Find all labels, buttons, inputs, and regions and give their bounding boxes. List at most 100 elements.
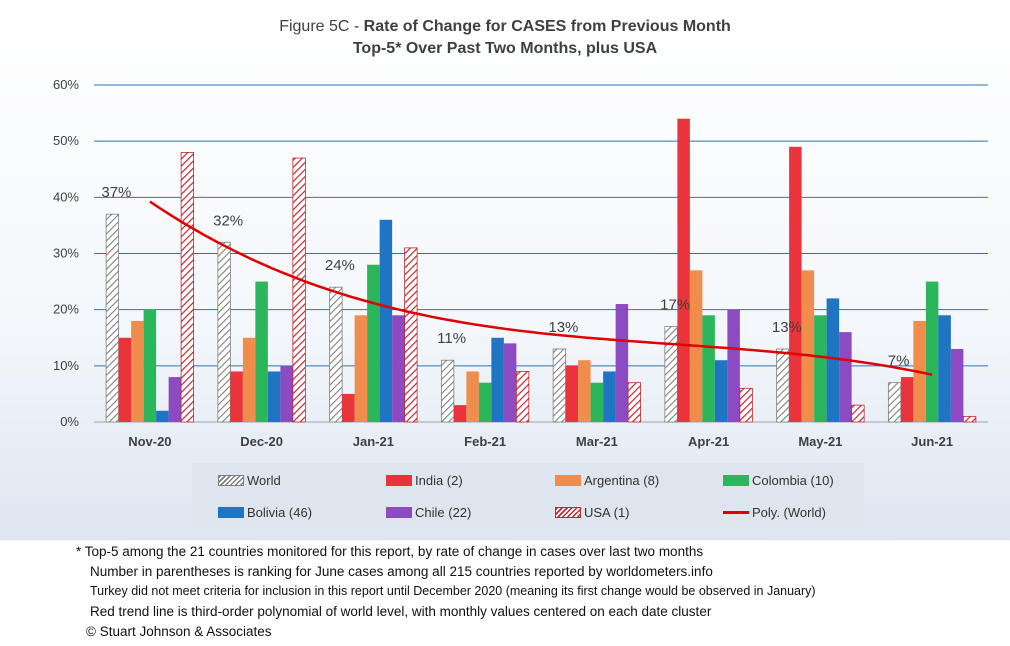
bar-bolivia bbox=[156, 410, 169, 422]
legend-item-colombia: Colombia (10) bbox=[723, 473, 834, 488]
bar-argentina bbox=[354, 315, 368, 422]
x-tick-label: Jan-21 bbox=[353, 434, 394, 449]
bar-colombia bbox=[143, 309, 157, 422]
footnote-2: Number in parentheses is ranking for Jun… bbox=[90, 564, 713, 579]
bar-chile bbox=[839, 332, 852, 422]
x-tick-label: Mar-21 bbox=[576, 434, 618, 449]
bar-argentina bbox=[131, 320, 144, 422]
legend-item-argentina: Argentina (8) bbox=[555, 473, 659, 488]
bar-world bbox=[887, 382, 902, 423]
bar-colombia bbox=[702, 315, 715, 422]
bar-colombia bbox=[925, 281, 939, 422]
bar-usa bbox=[515, 371, 530, 423]
bar-chile bbox=[950, 348, 964, 422]
y-axis: 0% 10% 20% 30% 40% 50% 60% bbox=[53, 77, 79, 429]
bar-chile bbox=[615, 304, 629, 422]
bar-usa bbox=[627, 382, 642, 423]
data-labels: 37% 32% 24% 11% 13% 17% 13% 7% bbox=[101, 184, 909, 369]
legend-swatch-argentina bbox=[555, 475, 581, 486]
bar-usa bbox=[739, 387, 753, 423]
bar-world bbox=[329, 286, 343, 423]
data-label: 13% bbox=[548, 319, 578, 336]
bar-chile bbox=[280, 365, 293, 422]
footnote-5: © Stuart Johnson & Associates bbox=[86, 624, 272, 639]
y-tick-label: 50% bbox=[53, 133, 79, 148]
bar-colombia bbox=[814, 315, 827, 422]
legend-label-bolivia: Bolivia (46) bbox=[247, 505, 313, 520]
legend-label-chile: Chile (22) bbox=[415, 505, 472, 520]
bar-colombia bbox=[590, 382, 604, 422]
data-label: 32% bbox=[213, 212, 243, 229]
bar-india bbox=[900, 377, 914, 422]
chart-plot: 0% 10% 20% 30% 40% 50% 60% Nov-20 Dec-20 Jan-21 F… bbox=[53, 77, 988, 449]
legend-item-india: India (2) bbox=[386, 473, 463, 488]
legend-swatch-india bbox=[386, 475, 412, 486]
data-label: 17% bbox=[660, 297, 690, 314]
legend-swatch-bolivia bbox=[218, 507, 244, 518]
trendline bbox=[149, 200, 933, 376]
legend-label-argentina: Argentina (8) bbox=[584, 473, 660, 488]
bar-india bbox=[565, 365, 579, 422]
bar-usa bbox=[851, 404, 865, 423]
bar-world bbox=[776, 348, 790, 423]
bar-chile bbox=[503, 343, 517, 422]
bar-argentina bbox=[242, 337, 256, 422]
bar-india bbox=[453, 405, 467, 422]
y-tick-label: 20% bbox=[53, 302, 79, 317]
legend-swatch-chile bbox=[386, 507, 412, 518]
bar-india bbox=[677, 118, 690, 422]
bar-usa bbox=[404, 247, 418, 423]
bar-argentina bbox=[801, 270, 815, 422]
bar-chile bbox=[727, 309, 740, 422]
bar-india bbox=[118, 337, 132, 422]
chart-title: Figure 5C - Rate of Change for CASES fro… bbox=[279, 18, 731, 35]
bar-bolivia bbox=[826, 298, 840, 422]
legend-swatch-trendline bbox=[723, 511, 749, 514]
bar-argentina bbox=[578, 360, 591, 422]
bar-colombia bbox=[478, 382, 492, 422]
bar-world bbox=[440, 359, 455, 423]
bar-world bbox=[552, 348, 567, 423]
bar-usa bbox=[962, 415, 977, 423]
x-tick-label: Jun-21 bbox=[911, 434, 953, 449]
bar-usa bbox=[292, 157, 306, 423]
y-tick-label: 60% bbox=[53, 77, 79, 92]
bar-colombia bbox=[255, 281, 268, 422]
footnote-1: * Top-5 among the 21 countries monitored… bbox=[76, 544, 704, 559]
legend-item-bolivia: Bolivia (46) bbox=[218, 505, 312, 520]
data-label: 37% bbox=[101, 184, 131, 201]
legend-swatch-usa bbox=[555, 507, 581, 518]
bar-bolivia bbox=[603, 371, 616, 422]
legend-item-world: World bbox=[218, 473, 281, 488]
x-axis: Nov-20 Dec-20 Jan-21 Feb-21 Mar-21 Apr-21 May-… bbox=[128, 434, 953, 449]
chart-subtitle: Top-5* Over Past Two Months, plus USA bbox=[352, 40, 658, 57]
data-label: 11% bbox=[437, 330, 466, 347]
legend-label-india: India (2) bbox=[415, 473, 463, 488]
x-tick-label: Dec-20 bbox=[240, 434, 283, 449]
data-label: 24% bbox=[325, 257, 355, 274]
bar-bolivia bbox=[714, 360, 728, 422]
bar-world bbox=[105, 213, 120, 423]
bar-chile bbox=[392, 315, 405, 422]
x-tick-label: Nov-20 bbox=[128, 434, 171, 449]
data-label: 13% bbox=[772, 319, 802, 336]
y-tick-label: 0% bbox=[60, 414, 79, 429]
bar-usa bbox=[180, 151, 195, 423]
legend-swatch-world bbox=[218, 475, 244, 486]
bar-bolivia bbox=[379, 219, 393, 422]
bar-india bbox=[789, 146, 802, 423]
bar-world bbox=[664, 326, 678, 423]
trendline-world bbox=[149, 200, 933, 376]
chart-area bbox=[0, 0, 1010, 540]
legend-label-world: World bbox=[247, 473, 281, 488]
bar-chile bbox=[168, 377, 182, 422]
legend: World India (2) Argentina (8) Colombia (… bbox=[192, 463, 864, 527]
y-tick-label: 40% bbox=[53, 189, 79, 204]
bar-india bbox=[342, 393, 355, 422]
data-label: 7% bbox=[888, 353, 910, 370]
y-tick-label: 10% bbox=[53, 358, 79, 373]
bar-argentina bbox=[466, 371, 479, 422]
bar-bolivia bbox=[938, 315, 951, 422]
legend-label-trendline: Poly. (World) bbox=[752, 505, 826, 520]
legend-swatch-colombia bbox=[723, 475, 749, 486]
